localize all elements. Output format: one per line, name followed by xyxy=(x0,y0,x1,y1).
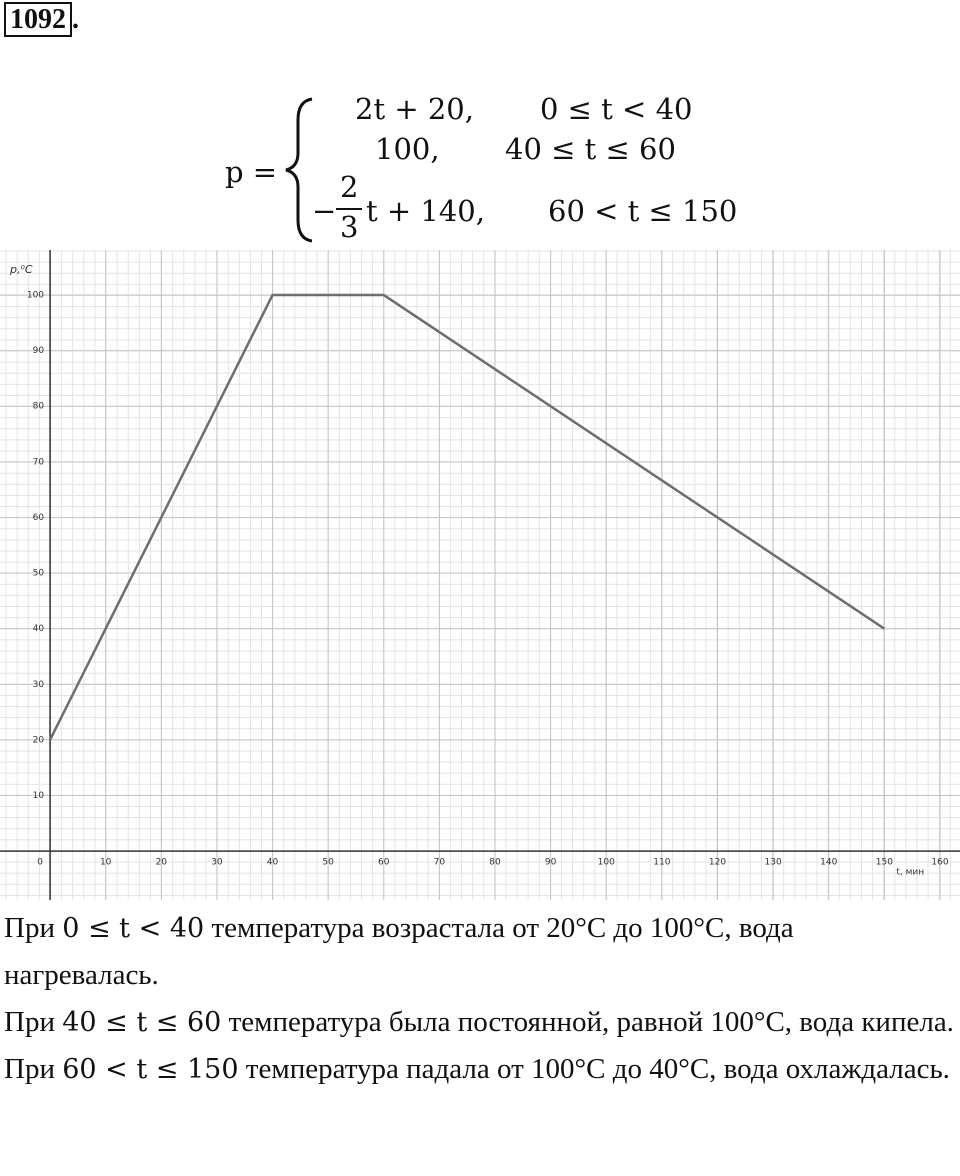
x-tick-label: 70 xyxy=(434,858,446,868)
x-tick-label: 140 xyxy=(820,858,837,868)
word: При xyxy=(4,1053,55,1085)
x-tick-label: 80 xyxy=(489,858,501,868)
math: 40 ≤ t ≤ 60 xyxy=(62,1007,222,1038)
x-tick-label: 100 xyxy=(598,858,615,868)
x-tick-label: 50 xyxy=(322,858,334,868)
formula-lhs: p = xyxy=(225,155,278,189)
x-tick-label: 110 xyxy=(653,858,670,868)
brace xyxy=(285,97,313,243)
x-tick-label: 60 xyxy=(378,858,390,868)
x-tick-label: 130 xyxy=(765,858,782,868)
x-tick-label: 20 xyxy=(156,858,168,868)
x-tick-label: 40 xyxy=(267,858,279,868)
explanation: При 0 ≤ t < 40 температура возрастала от… xyxy=(4,905,954,1093)
text: температура падала от 100°C до 40°C, вод… xyxy=(245,1053,950,1085)
dot: . xyxy=(72,4,79,35)
y-axis-label: p,⁰C xyxy=(9,263,33,276)
case-expr: t + 140, xyxy=(366,194,485,228)
math: 0 ≤ t < 40 xyxy=(62,913,205,944)
text: температура была постоянной, равной 100°… xyxy=(228,1006,954,1038)
x-tick-label: 160 xyxy=(931,858,948,868)
y-tick-label: 20 xyxy=(33,735,45,745)
case-sign: − xyxy=(312,194,337,228)
fraction-bar xyxy=(336,208,362,210)
y-tick-label: 50 xyxy=(33,569,45,579)
word: При xyxy=(4,1006,55,1038)
case-cond: 40 ≤ t ≤ 60 xyxy=(505,132,676,166)
problem-number: 1092. xyxy=(4,2,79,37)
y-tick-label: 90 xyxy=(33,346,45,356)
x-tick-label: 0 xyxy=(37,858,43,868)
data-line xyxy=(48,293,886,741)
case-cond: 0 ≤ t < 40 xyxy=(540,92,693,126)
paragraph: При 60 < t ≤ 150 температура падала от 1… xyxy=(4,1046,954,1093)
fraction-den: 3 xyxy=(340,210,359,244)
y-tick-label: 70 xyxy=(33,457,45,467)
y-tick-label: 60 xyxy=(33,513,45,523)
y-tick-label: 100 xyxy=(27,291,44,301)
math: 60 < t ≤ 150 xyxy=(62,1054,239,1085)
word: При xyxy=(4,912,55,944)
x-tick-label: 30 xyxy=(211,858,223,868)
fraction-num: 2 xyxy=(340,170,359,204)
case-expr: 100, xyxy=(375,132,440,166)
case-expr: 2t + 20, xyxy=(355,92,474,126)
x-tick-label: 10 xyxy=(100,858,112,868)
y-tick-label: 40 xyxy=(33,624,45,634)
x-axis-label: t, мин xyxy=(896,868,924,878)
number: 1092 xyxy=(4,2,72,37)
y-tick-label: 80 xyxy=(33,402,45,412)
x-tick-label: 150 xyxy=(876,858,893,868)
text: температура возрастала от 20°C до 100°C,… xyxy=(4,912,794,991)
x-tick-label: 120 xyxy=(709,858,726,868)
case-cond: 60 < t ≤ 150 xyxy=(548,194,738,228)
paragraph: При 0 ≤ t < 40 температура возрастала от… xyxy=(4,905,954,999)
paragraph: При 40 ≤ t ≤ 60 температура была постоян… xyxy=(4,999,954,1046)
y-tick-label: 10 xyxy=(33,791,45,801)
chart: 0 10 20 30 40 50 60 70 80 90 100 110 120 130 140 150 160… xyxy=(0,250,960,900)
x-tick-label: 90 xyxy=(545,858,557,868)
y-tick-label: 30 xyxy=(33,680,45,690)
